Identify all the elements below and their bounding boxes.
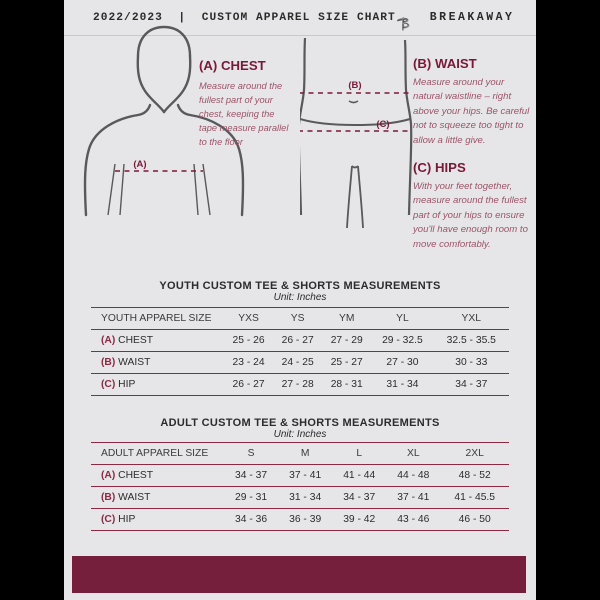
svg-text:(C): (C) <box>376 119 389 130</box>
svg-text:(B): (B) <box>348 80 361 91</box>
svg-text:(A): (A) <box>133 159 146 170</box>
